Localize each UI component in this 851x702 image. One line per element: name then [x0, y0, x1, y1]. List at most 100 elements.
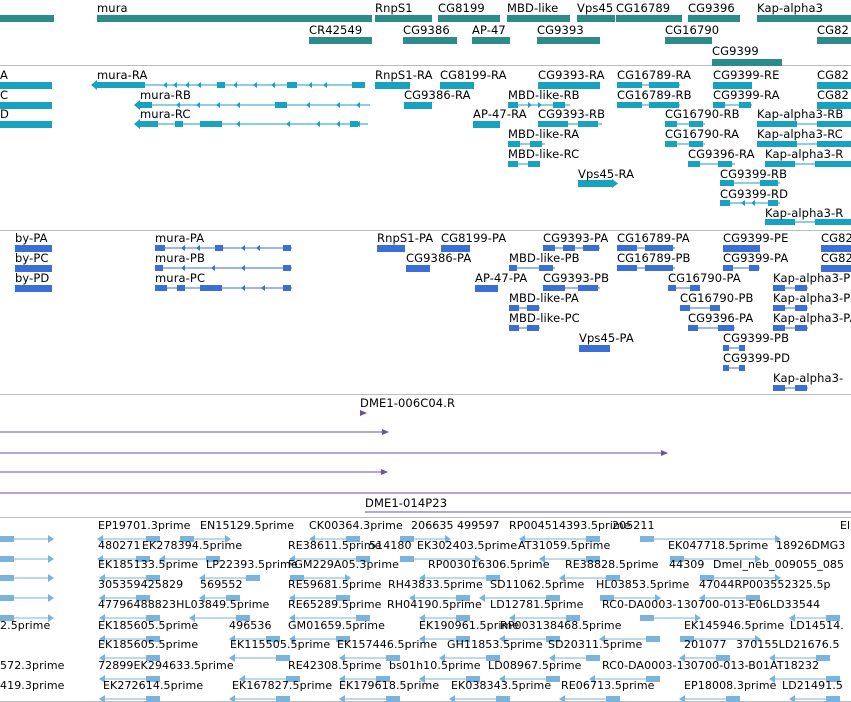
ests-label[interactable]: EK185605.5prime	[98, 638, 199, 651]
cds-glyph[interactable]	[155, 244, 300, 254]
ests-label[interactable]: 18926DMG3	[776, 539, 846, 552]
gene-glyph[interactable]	[665, 37, 720, 46]
est-glyph[interactable]	[559, 695, 626, 702]
ests-label[interactable]: 499597	[457, 519, 500, 532]
ests-label[interactable]: RH43833.5prime	[388, 578, 483, 591]
gene-glyph[interactable]	[0, 15, 62, 24]
proteins-label[interactable]: Kap-alpha3-PC	[773, 291, 851, 305]
proteins-label[interactable]: CG16789-PB	[617, 251, 691, 265]
transcripts-label[interactable]: Kap-alpha3-R	[765, 147, 844, 161]
transcripts-label[interactable]: CG9396-RA	[688, 147, 755, 161]
proteins-label[interactable]: RnpS1-PA	[377, 231, 434, 245]
transcript-glyph[interactable]	[713, 101, 760, 111]
genes-label[interactable]: Vps45	[577, 1, 614, 15]
ests-label[interactable]: LD08967.5prime	[488, 659, 582, 672]
est-glyph[interactable]	[499, 635, 566, 643]
est-glyph[interactable]	[670, 555, 766, 563]
ests-label[interactable]: LD21491.5	[782, 679, 843, 692]
est-glyph[interactable]	[199, 594, 246, 602]
ests-label[interactable]: 370155LD21676.5	[736, 638, 840, 651]
ests-label[interactable]: RP003138468.5prime	[500, 619, 622, 632]
ests-label[interactable]: EN15129.5prime	[200, 519, 295, 532]
ests-label[interactable]: RC0-DA0003-130700-013-E06LD33544	[602, 598, 821, 611]
genes-label[interactable]: CG8199	[438, 1, 485, 15]
transcripts-label[interactable]: CG9399-RA	[713, 88, 780, 102]
ests-label[interactable]: RP003016306.5prime	[428, 558, 550, 571]
est-glyph[interactable]	[289, 555, 376, 563]
ests-label[interactable]: RC0-DA0003-130700-013-B01AT18232	[602, 659, 820, 672]
ests-label[interactable]: EK115505.5prime	[230, 638, 331, 651]
est-glyph[interactable]	[789, 695, 846, 702]
cds-glyph[interactable]	[155, 284, 300, 294]
gene-glyph[interactable]	[507, 15, 578, 24]
ests-label[interactable]: LD12781.5prime	[490, 598, 584, 611]
transcript-glyph[interactable]	[538, 120, 610, 130]
clone-glyph[interactable]	[0, 427, 398, 437]
ests-label[interactable]: EK179618.5prime	[339, 679, 440, 692]
transcripts-label[interactable]: CG9393-RB	[538, 107, 606, 121]
ests-label[interactable]: CK00364.3prime	[309, 519, 403, 532]
est-glyph[interactable]	[439, 654, 506, 662]
est-glyph[interactable]	[509, 614, 586, 622]
genes-label[interactable]: AP-47	[472, 23, 506, 37]
proteins-label[interactable]: MBD-like-PB	[509, 251, 580, 265]
cds-glyph[interactable]	[15, 245, 60, 254]
cds-glyph[interactable]	[688, 324, 743, 334]
ests-label[interactable]: RE59681.5prime	[288, 578, 382, 591]
transcript-glyph[interactable]	[0, 102, 60, 111]
cds-glyph[interactable]	[15, 265, 60, 274]
transcripts-label[interactable]: MBD-like-RB	[508, 88, 580, 102]
transcripts-label[interactable]: A	[0, 68, 8, 82]
gene-glyph[interactable]	[472, 37, 518, 46]
transcripts-label[interactable]: CG9399-RB	[720, 167, 788, 181]
proteins-label[interactable]: CG16790-PA	[668, 271, 741, 285]
genes-label[interactable]: CG9396	[688, 1, 735, 15]
gene-glyph[interactable]	[688, 15, 748, 24]
transcript-glyph[interactable]	[713, 82, 760, 91]
est-glyph[interactable]	[0, 574, 59, 582]
est-glyph[interactable]	[769, 675, 846, 683]
transcripts-label[interactable]: Vps45-RA	[578, 167, 635, 181]
est-glyph[interactable]	[0, 614, 59, 622]
ests-label[interactable]: GM01659.5prime	[288, 619, 385, 632]
transcripts-label[interactable]: Kap-alpha3-RB	[757, 107, 844, 121]
transcripts-label[interactable]: CG8199-RA	[440, 68, 507, 82]
transcript-glyph[interactable]	[134, 100, 378, 111]
est-glyph[interactable]	[99, 654, 166, 662]
est-glyph[interactable]	[290, 574, 356, 582]
est-glyph[interactable]	[519, 535, 606, 543]
cds-glyph[interactable]	[617, 264, 683, 274]
transcript-glyph[interactable]	[617, 101, 688, 111]
est-glyph[interactable]	[419, 675, 486, 683]
proteins-label[interactable]: MBD-like-PA	[509, 291, 579, 305]
ests-label[interactable]: 205211	[612, 519, 655, 532]
proteins-label[interactable]: Kap-alpha3-PB	[773, 271, 851, 285]
cds-glyph[interactable]	[155, 264, 300, 274]
gene-glyph[interactable]	[817, 37, 851, 46]
ests-label[interactable]: EK157446.5prime	[337, 638, 438, 651]
proteins-label[interactable]: Kap-alpha3-	[773, 371, 844, 385]
ests-label[interactable]: 572.3prime	[0, 659, 65, 672]
proteins-label[interactable]: CG9386-PA	[406, 251, 472, 265]
transcript-glyph[interactable]	[134, 119, 376, 130]
est-glyph[interactable]	[289, 614, 376, 622]
transcripts-label[interactable]: Kap-alpha3-RC	[757, 127, 843, 141]
genes-label[interactable]: CR42549	[309, 23, 363, 37]
est-glyph[interactable]	[159, 555, 226, 563]
gene-glyph[interactable]	[403, 37, 465, 46]
gene-glyph[interactable]	[309, 37, 380, 46]
cds-glyph[interactable]	[723, 344, 753, 354]
est-glyph[interactable]	[339, 695, 406, 702]
ests-label[interactable]: bs01h10.5prime	[389, 659, 481, 672]
transcript-glyph[interactable]	[817, 102, 851, 111]
gene-glyph[interactable]	[537, 37, 608, 46]
cds-glyph[interactable]	[543, 244, 608, 254]
genes-label[interactable]: RnpS1	[375, 1, 413, 15]
est-glyph[interactable]	[419, 635, 476, 643]
transcripts-label[interactable]: CG16790-RA	[665, 127, 740, 141]
transcript-glyph[interactable]	[665, 140, 713, 150]
est-glyph[interactable]	[400, 555, 486, 563]
cds-glyph[interactable]	[475, 285, 506, 294]
est-glyph[interactable]	[229, 635, 286, 643]
est-glyph[interactable]	[599, 635, 666, 643]
